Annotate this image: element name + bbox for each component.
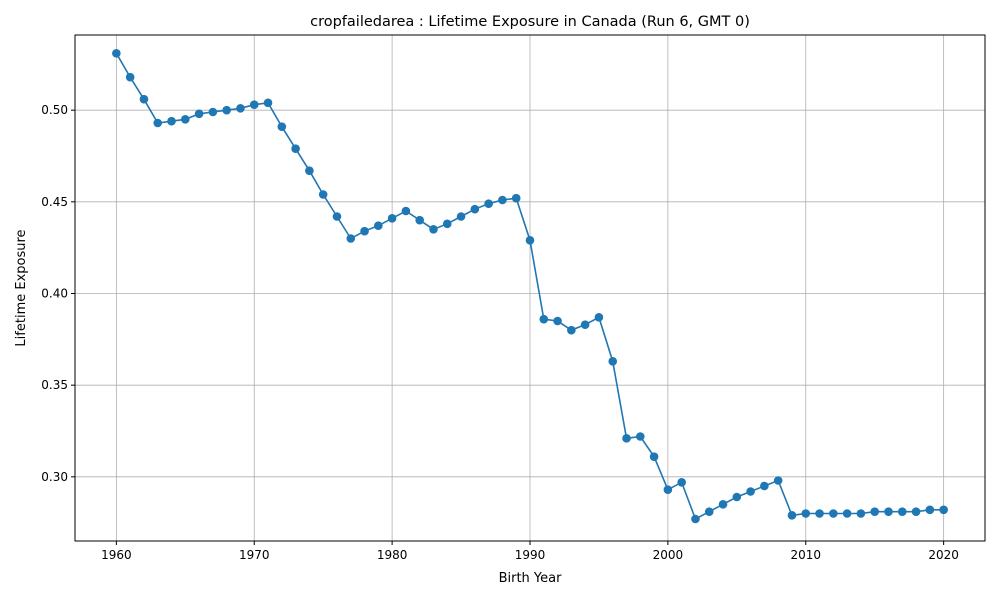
data-point	[677, 478, 686, 487]
data-point	[663, 485, 673, 494]
data-point	[829, 509, 838, 518]
data-point	[525, 236, 535, 245]
data-point	[112, 49, 121, 58]
data-point	[608, 357, 618, 366]
data-point	[442, 219, 452, 229]
data-point	[208, 107, 218, 117]
data-point	[760, 481, 769, 491]
x-axis-label: Birth Year	[499, 571, 563, 586]
data-point	[415, 215, 425, 225]
data-point	[718, 500, 728, 509]
data-point	[332, 212, 342, 221]
data-point	[456, 212, 466, 221]
x-axis: 1960 1970 1980 1990 2000 2010 2020	[101, 541, 959, 562]
data-point	[125, 72, 135, 82]
x-tick-label: 1970	[239, 548, 270, 562]
data-point	[732, 492, 742, 502]
data-point	[746, 487, 755, 496]
data-point	[470, 204, 480, 214]
data-point	[153, 118, 163, 128]
x-tick-label: 2010	[790, 548, 821, 562]
data-point	[691, 514, 700, 524]
y-tick-label: 0.45	[41, 195, 68, 209]
data-point	[842, 509, 852, 518]
data-point	[222, 105, 231, 115]
data-point	[291, 144, 300, 153]
data-point	[636, 432, 645, 441]
data-point	[553, 316, 562, 326]
data-point	[387, 214, 397, 223]
data-point	[401, 206, 411, 216]
data-point	[139, 94, 149, 104]
data-point	[277, 122, 287, 131]
data-point	[539, 314, 549, 324]
y-tick-label: 0.35	[41, 378, 68, 392]
data-point	[801, 509, 811, 518]
data-point	[870, 507, 879, 516]
data-point	[194, 109, 204, 119]
data-point	[511, 193, 521, 203]
data-point	[374, 221, 383, 230]
data-point	[484, 199, 493, 208]
y-axis-label: Lifetime Exposure	[14, 229, 29, 346]
y-tick-label: 0.50	[41, 103, 68, 117]
data-point	[360, 226, 369, 236]
data-point	[856, 509, 866, 518]
y-tick-label: 0.30	[41, 470, 68, 484]
data-point	[649, 452, 659, 461]
y-tick-label: 0.40	[41, 287, 68, 301]
data-point	[181, 115, 190, 124]
data-point	[167, 116, 176, 126]
y-axis: 0.30 0.35 0.40 0.45 0.50	[41, 103, 75, 484]
data-point	[580, 320, 590, 329]
data-point	[249, 100, 259, 109]
x-tick-label: 2000	[653, 548, 684, 562]
data-point	[884, 507, 893, 516]
data-point	[594, 313, 604, 322]
data-point	[939, 505, 948, 515]
data-point	[897, 507, 907, 516]
data-point	[925, 505, 935, 515]
data-point	[773, 476, 783, 485]
data-point	[346, 234, 356, 243]
data-point	[236, 104, 245, 113]
series-markers	[112, 49, 948, 524]
data-point	[911, 507, 921, 516]
data-point	[429, 225, 438, 234]
data-point	[787, 511, 797, 520]
data-point	[318, 190, 328, 199]
x-tick-label: 2020	[928, 548, 959, 562]
data-point	[305, 166, 314, 175]
chart-title: cropfailedarea : Lifetime Exposure in Ca…	[310, 14, 750, 30]
x-tick-label: 1980	[377, 548, 408, 562]
data-point	[622, 434, 631, 443]
data-point	[815, 509, 824, 518]
x-tick-label: 1960	[101, 548, 132, 562]
data-point	[567, 325, 576, 335]
x-tick-label: 1990	[515, 548, 546, 562]
data-point	[498, 195, 507, 205]
data-point	[704, 507, 714, 516]
data-point	[263, 98, 273, 108]
